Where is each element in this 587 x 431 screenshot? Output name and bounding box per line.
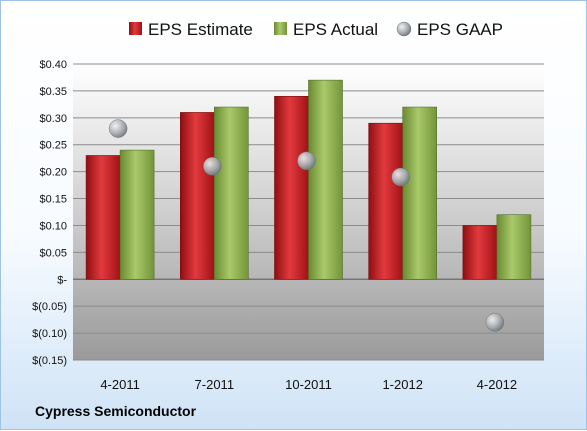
y-tick-label: $0.10 bbox=[39, 220, 67, 232]
bar-eps-estimate-4-2011 bbox=[85, 155, 121, 280]
y-tick-label: $(0.05) bbox=[32, 301, 67, 313]
legend-label-eps-gaap: EPS GAAP bbox=[417, 20, 503, 39]
y-tick-label: $0.20 bbox=[39, 167, 67, 179]
y-tick-label: $(0.15) bbox=[32, 355, 67, 367]
x-category-label: 1-2012 bbox=[382, 377, 422, 392]
bars bbox=[85, 79, 532, 280]
y-tick-label: $0.30 bbox=[39, 113, 67, 125]
x-category-label: 4-2011 bbox=[100, 377, 140, 392]
legend-swatch-eps-actual bbox=[274, 22, 287, 35]
y-tick-label: $0.40 bbox=[39, 59, 67, 71]
company-name: Cypress Semiconductor bbox=[35, 403, 197, 419]
marker-eps-gaap-10-2011 bbox=[297, 151, 316, 171]
y-tick-label: $- bbox=[57, 274, 67, 286]
y-tick-label: $0.15 bbox=[39, 194, 67, 206]
bar-eps-estimate-10-2011 bbox=[274, 95, 309, 280]
legend: EPS Estimate EPS Actual EPS GAAP bbox=[129, 20, 503, 39]
marker-eps-gaap-7-2011 bbox=[203, 157, 222, 176]
legend-swatch-eps-gaap bbox=[396, 21, 412, 37]
x-category-label: 4-2012 bbox=[477, 377, 517, 392]
legend-label-eps-actual: EPS Actual bbox=[293, 20, 378, 39]
marker-eps-gaap-4-2011 bbox=[108, 119, 128, 138]
legend-label-eps-estimate: EPS Estimate bbox=[148, 20, 253, 39]
y-tick-label: $0.25 bbox=[39, 140, 67, 152]
gaap-markers bbox=[108, 119, 505, 332]
legend-swatch-eps-estimate bbox=[129, 22, 142, 35]
marker-eps-gaap-4-2012 bbox=[485, 313, 505, 332]
y-tick-label: $0.05 bbox=[39, 247, 67, 259]
bar-eps-estimate-4-2012 bbox=[462, 225, 498, 280]
y-axis-ticks: $(0.15) $(0.10) $(0.05) $- $0.05 $0.10 $0.15 $0… bbox=[32, 59, 67, 367]
bar-eps-actual-4-2011 bbox=[119, 149, 155, 280]
bar-eps-actual-7-2011 bbox=[214, 106, 249, 280]
y-tick-label: $0.35 bbox=[39, 86, 67, 98]
bar-eps-estimate-1-2012 bbox=[368, 122, 404, 280]
marker-eps-gaap-1-2012 bbox=[391, 167, 410, 187]
x-axis-categories: 4-2011 7-2011 10-2011 1-2012 4-2012 bbox=[100, 377, 517, 392]
x-category-label: 7-2011 bbox=[195, 377, 235, 392]
bar-eps-estimate-7-2011 bbox=[180, 112, 215, 280]
bar-eps-actual-4-2012 bbox=[496, 214, 532, 280]
bar-eps-actual-10-2011 bbox=[308, 79, 343, 280]
y-tick-label: $(0.10) bbox=[32, 328, 67, 340]
x-category-label: 10-2011 bbox=[285, 377, 332, 392]
bar-eps-actual-1-2012 bbox=[402, 106, 438, 280]
